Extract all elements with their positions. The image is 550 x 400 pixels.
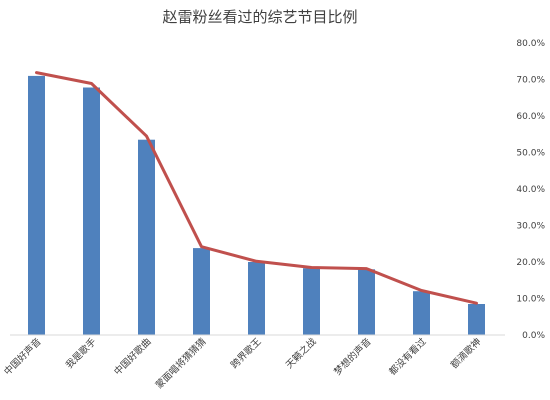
y-tick-label: 10.0% [516,295,545,305]
x-category-label: 天籁之战 [283,335,319,371]
bar [248,262,265,335]
y-tick-label: 40.0% [516,185,545,195]
x-category-label: 我是歌手 [63,335,99,371]
x-category-label: 中国好声音 [2,336,44,378]
bar [413,291,430,335]
bar [303,268,320,335]
y-tick-label: 80.0% [516,39,545,49]
x-category-label: 中国好歌曲 [112,336,154,378]
bar [358,269,375,335]
bar [468,304,485,335]
y-tick-label: 60.0% [516,112,545,122]
x-category-label: 蒙面唱将猜猜猜 [153,335,209,391]
bar [193,248,210,335]
bar [28,75,45,336]
line-path [35,71,478,305]
chart-title: 赵雷粉丝看过的综艺节目比例 [162,8,357,26]
bar-series [28,75,485,336]
x-category-label: 梦想的声音 [332,336,374,378]
x-category-label: 额滴歌神 [448,336,483,371]
bar [138,139,155,335]
y-tick-label: 30.0% [516,222,545,232]
y-tick-label: 20.0% [516,258,545,268]
line-series [35,71,478,305]
x-category-label: 都没有看过 [387,335,429,377]
y-tick-label: 0.0% [522,331,545,341]
y-axis-ticks: 0.0% 10.0% 20.0% 30.0% 40.0% 50.0% 60.0% 70.0% 8… [516,39,545,341]
y-tick-label: 50.0% [516,149,545,159]
x-axis-labels: 中国好声音 我是歌手 中国好歌曲 蒙面唱将猜猜猜 跨界歌王 天籁之战 梦想的声音 都没有看过额… [2,335,484,391]
bar [83,87,100,335]
x-category-label: 跨界歌王 [228,335,264,371]
y-tick-label: 70.0% [516,76,545,86]
